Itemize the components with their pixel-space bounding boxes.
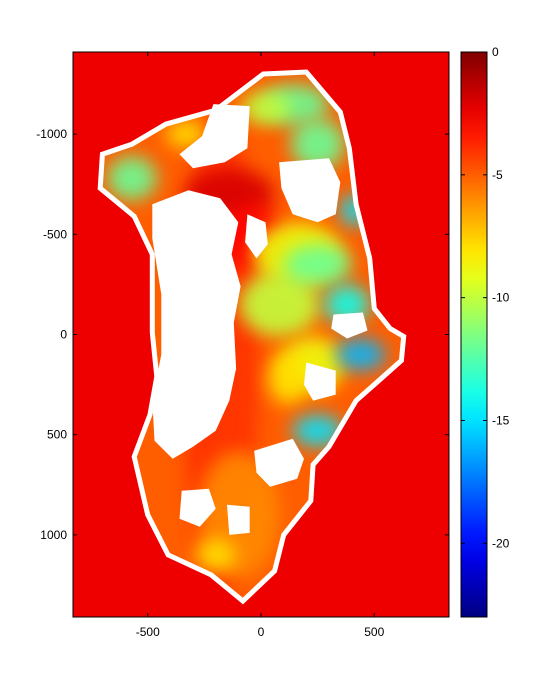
x-tick-label: 500 [364, 625, 384, 639]
x-tick-label: 0 [258, 625, 265, 639]
nodata-area-4 [331, 312, 368, 339]
colorbar-tick-label: -20 [492, 536, 510, 550]
nodata-area-1 [152, 190, 241, 459]
nodata-area-3 [245, 214, 268, 259]
colorbar: 0 -5 -10 -15 -20 [460, 45, 510, 618]
value-patch-8 [267, 352, 309, 405]
value-patch-5 [238, 272, 320, 337]
x-tick-label: -500 [136, 625, 160, 639]
value-patch-12 [290, 118, 345, 171]
nodata-area-6 [254, 438, 304, 487]
value-patch-6 [283, 244, 352, 285]
heatmap-plot: -500 0 500 -1000 -500 0 500 1000 [36, 51, 450, 639]
colorbar-fill [461, 52, 487, 617]
colorbar-tick-label: -10 [492, 291, 510, 305]
y-tick-label: -1000 [36, 127, 67, 141]
y-tick-label: 1000 [40, 528, 67, 542]
colorbar-tick-label: 0 [492, 45, 499, 59]
nodata-area-8 [227, 504, 250, 535]
colorbar-tick-label: -15 [492, 413, 510, 427]
value-patch-15 [335, 338, 386, 371]
y-tick-label: 0 [60, 328, 67, 342]
colorbar-tick-label: -5 [492, 168, 503, 182]
value-patch-10 [240, 92, 291, 125]
nodata-area-0 [179, 104, 250, 169]
x-axis: -500 0 500 [136, 52, 385, 639]
nodata-area-7 [179, 488, 216, 527]
value-patch-18 [195, 538, 237, 571]
colorbar-frame [460, 51, 488, 618]
value-patch-16 [292, 414, 343, 447]
nodata-area-5 [304, 362, 336, 401]
y-tick-label: 500 [47, 428, 67, 442]
y-axis: -1000 -500 0 500 1000 [36, 127, 449, 542]
colorbar-axis: 0 -5 -10 -15 -20 [461, 45, 510, 550]
ice-sheet-map [97, 69, 407, 605]
value-patch-13 [106, 156, 157, 201]
y-tick-label: -500 [43, 227, 67, 241]
nodata-area-2 [279, 158, 341, 223]
coast-outline [97, 69, 407, 605]
